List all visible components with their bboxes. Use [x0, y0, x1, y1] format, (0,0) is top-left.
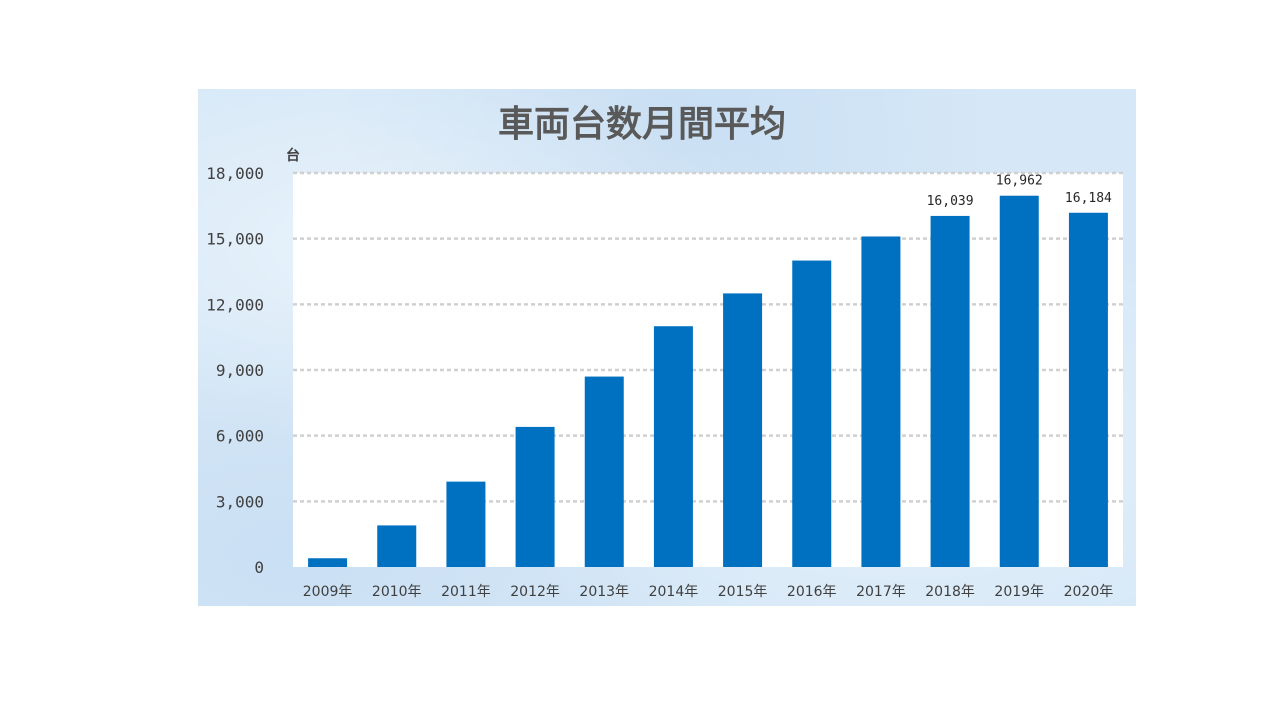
y-tick-label: 15,000 — [206, 230, 264, 249]
x-tick-label: 2012年 — [510, 584, 560, 600]
bar — [930, 215, 970, 567]
y-tick-label: 3,000 — [216, 492, 264, 511]
y-tick-label: 18,000 — [206, 164, 264, 183]
bar — [861, 236, 901, 567]
bar — [446, 481, 486, 567]
bars — [308, 195, 1108, 567]
x-tick-label: 2015年 — [718, 584, 768, 600]
x-tick-label: 2020年 — [1064, 584, 1114, 600]
bar — [1068, 212, 1108, 567]
bar — [584, 376, 624, 567]
x-axis-ticks: 2009年 2010年 2011年 2012年 2013年 2014年 2015年 2016年… — [303, 584, 1113, 600]
bar-chart: 車両台数月間平均 台 0 3,000 6,000 9,000 12,000 15,000 1… — [206, 104, 1123, 600]
data-label: 16,184 — [1065, 191, 1112, 206]
data-label: 16,962 — [996, 174, 1043, 189]
y-tick-label: 12,000 — [206, 295, 264, 314]
chart-panel: 車両台数月間平均 台 0 3,000 6,000 9,000 12,000 15,000 1… — [198, 89, 1136, 606]
x-tick-label: 2010年 — [372, 584, 422, 600]
x-tick-label: 2009年 — [303, 584, 353, 600]
y-axis-ticks: 0 3,000 6,000 9,000 12,000 15,000 18,000 — [206, 164, 264, 577]
bar — [653, 326, 693, 567]
bar — [377, 525, 417, 567]
x-tick-label: 2011年 — [441, 584, 491, 600]
chart-title: 車両台数月間平均 — [498, 104, 786, 145]
x-tick-label: 2013年 — [579, 584, 629, 600]
data-labels: 16,039 16,962 16,184 — [927, 174, 1112, 209]
bar — [723, 293, 763, 567]
x-tick-label: 2014年 — [649, 584, 699, 600]
gridlines — [293, 171, 1123, 503]
x-tick-label: 2019年 — [994, 584, 1044, 600]
y-tick-label: 6,000 — [216, 427, 264, 446]
y-tick-label: 9,000 — [216, 361, 264, 380]
bar — [515, 426, 555, 567]
x-tick-label: 2017年 — [856, 584, 906, 600]
data-label: 16,039 — [927, 194, 974, 209]
y-axis-unit-label: 台 — [286, 147, 300, 164]
bar — [999, 195, 1039, 567]
x-tick-label: 2018年 — [925, 584, 975, 600]
bar — [308, 558, 348, 567]
x-tick-label: 2016年 — [787, 584, 837, 600]
bar — [792, 260, 832, 567]
y-tick-label: 0 — [254, 558, 264, 577]
